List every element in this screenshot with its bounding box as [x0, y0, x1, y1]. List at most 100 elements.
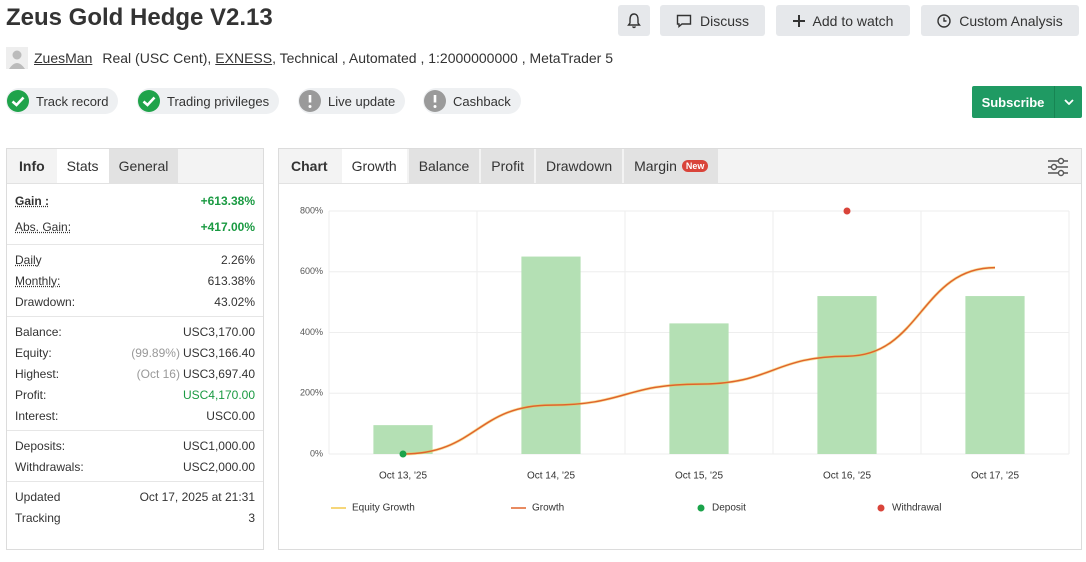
chart-tab[interactable]: Margin New: [624, 149, 719, 183]
stats-row: Equity: (99.89%) USC3,166.40: [7, 342, 263, 363]
stats-tab: Info: [7, 149, 57, 183]
stats-row: Withdrawals: USC2,000.00: [7, 456, 263, 477]
discuss-icon: [676, 14, 692, 28]
chart-tab-label: Drawdown: [545, 158, 613, 174]
watch-button[interactable]: Add to watch: [776, 5, 910, 36]
chart-tab-label: Chart: [291, 158, 328, 174]
badge-label: Track record: [36, 93, 109, 109]
stats-row: Tracking 3: [7, 507, 263, 528]
stat-label: Highest:: [15, 366, 60, 381]
stat-value-wrap: +417.00%: [201, 220, 255, 234]
stats-group: Deposits: USC1,000.00 Withdrawals: USC2,000…: [7, 431, 263, 482]
stats-row: Daily 2.26%: [7, 249, 263, 270]
subscribe-dropdown[interactable]: [1054, 86, 1082, 118]
stat-label: Balance:: [15, 324, 62, 339]
bar: [521, 256, 581, 454]
clock-icon: [937, 13, 951, 28]
stat-value: USC3,170.00: [182, 324, 255, 339]
new-badge: New: [681, 160, 709, 172]
stat-value-wrap: USC2,000.00: [183, 460, 255, 474]
stats-group: Balance: USC3,170.00 Equity: (99.89%) USC3,1…: [7, 317, 263, 431]
chart: 0% 200% 400% 600% 800% Oct 13, '25 Oct 14, '25…: [300, 205, 1070, 514]
stat-note: (99.89%): [131, 345, 180, 360]
stats-row: Interest: USC0.00: [7, 405, 263, 426]
stats-list: Gain : +613.38% Abs. Gain: +417.00% Daily 2.2…: [7, 184, 263, 532]
chart-tab-label: Margin: [634, 158, 677, 174]
plus-icon: [792, 14, 805, 27]
y-tick-label: 0%: [310, 448, 323, 458]
stats-group: Updated Oct 17, 2025 at 21:31 Tracking 3: [7, 482, 263, 532]
stat-label: Daily: [15, 252, 42, 267]
stats-tabs: Info Stats General: [7, 149, 263, 184]
stats-row: Drawdown: 43.02%: [7, 291, 263, 312]
stat-value-wrap: +613.38%: [201, 194, 255, 208]
stats-group: Gain : +613.38% Abs. Gain: +417.00%: [7, 184, 263, 245]
stats-row: Gain : +613.38%: [7, 188, 263, 214]
chart-tab[interactable]: Growth: [341, 149, 407, 183]
chart-tabs: Chart Growth Balance Profit Drawdown Margin Ne…: [279, 149, 1081, 184]
stat-value-wrap: USC3,170.00: [183, 325, 255, 339]
legend-dot: [877, 504, 885, 512]
legend-label: Growth: [532, 503, 564, 514]
stat-value: 613.38%: [207, 273, 255, 288]
stat-label: Interest:: [15, 408, 59, 423]
account-details: , Technical , Automated , 1:2000000000 ,…: [272, 50, 613, 66]
badge: Cashback: [423, 88, 521, 114]
stats-tab[interactable]: General: [108, 149, 179, 183]
chart-panel: 0% 200% 400% 600% 800% Oct 13, '25 Oct 14, '25…: [278, 148, 1082, 550]
chart-tab-label: Balance: [418, 158, 470, 174]
subscribe-button[interactable]: Subscribe: [972, 86, 1082, 118]
x-tick-label: Oct 17, '25: [971, 471, 1019, 482]
badge: Trading privileges: [137, 88, 280, 114]
bar: [965, 296, 1025, 454]
stats-row: Updated Oct 17, 2025 at 21:31: [7, 486, 263, 507]
stat-value: USC1,000.00: [182, 438, 255, 453]
y-tick-label: 200%: [300, 388, 323, 398]
discuss-button[interactable]: Discuss: [660, 5, 765, 36]
stat-value-wrap: 613.38%: [208, 274, 255, 288]
stat-label: Equity:: [15, 345, 52, 360]
avatar: [6, 47, 28, 69]
badge-label: Live update: [328, 93, 396, 109]
stats-panel: Info Stats General Gain : +613.38% Abs. Gain…: [6, 148, 264, 550]
badge: Live update: [298, 88, 406, 114]
stats-tab[interactable]: Stats: [56, 149, 109, 183]
stat-label: Drawdown:: [15, 294, 76, 309]
stats-group: Daily 2.26% Monthly: 613.38% Drawdown: 43.02%: [7, 245, 263, 317]
page-title: Zeus Gold Hedge V2.13: [6, 4, 273, 31]
chart-tab: Chart: [279, 149, 340, 183]
stats-row: Monthly: 613.38%: [7, 270, 263, 291]
badge-label: Cashback: [453, 93, 511, 109]
stats-row: Abs. Gain: +417.00%: [7, 214, 263, 240]
stat-value-wrap: (99.89%) USC3,166.40: [131, 346, 255, 360]
stat-label: Updated: [15, 489, 61, 504]
chart-tab[interactable]: Drawdown: [535, 149, 623, 183]
stats-row: Profit: USC4,170.00: [7, 384, 263, 405]
chart-tab[interactable]: Balance: [408, 149, 480, 183]
stat-value-wrap: Oct 17, 2025 at 21:31: [140, 490, 255, 504]
alert-icon: [424, 90, 446, 112]
check-icon: [138, 90, 160, 112]
button-label: Add to watch: [812, 12, 894, 29]
stat-value: USC0.00: [206, 408, 255, 423]
analysis-button[interactable]: Custom Analysis: [921, 5, 1079, 36]
check-icon: [7, 90, 29, 112]
chart-tab[interactable]: Profit: [481, 149, 534, 183]
stat-value-wrap: 2.26%: [221, 253, 255, 267]
stat-value-wrap: (Oct 16) USC3,697.40: [137, 367, 255, 381]
y-tick-label: 400%: [300, 327, 323, 337]
user-link[interactable]: ZuesMan: [34, 50, 93, 66]
settings-icon[interactable]: [1047, 157, 1069, 177]
chart-tab-label: Growth: [351, 158, 397, 174]
stat-value: USC3,166.40: [182, 345, 255, 360]
broker-link[interactable]: EXNESS: [215, 50, 273, 66]
stat-value-wrap: USC1,000.00: [183, 439, 255, 453]
x-tick-label: Oct 15, '25: [675, 471, 723, 482]
x-tick-label: Oct 16, '25: [823, 471, 871, 482]
bell-button[interactable]: [618, 5, 650, 36]
stat-value: USC4,170.00: [182, 387, 255, 402]
stat-value: 43.02%: [214, 294, 255, 309]
bar: [817, 296, 877, 454]
stats-row: Highest: (Oct 16) USC3,697.40: [7, 363, 263, 384]
